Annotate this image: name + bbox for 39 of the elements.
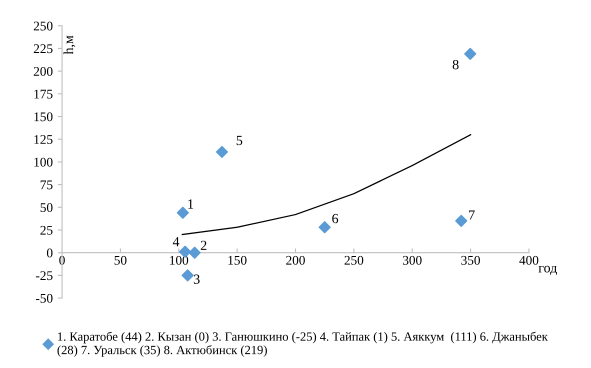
annotation: 6 [332, 214, 338, 224]
y-tick-label: 175 [34, 90, 53, 99]
y-tick-label: 100 [34, 158, 53, 167]
y-tick-label: 0 [46, 248, 53, 258]
annotation: 8 [452, 60, 459, 70]
y-tick-label: 50 [40, 203, 53, 212]
annotation: 1 [188, 199, 194, 209]
x-tick-label: 150 [228, 256, 247, 265]
point [318, 221, 331, 234]
annotation: 3 [194, 274, 200, 284]
x-tick-label: 350 [461, 256, 480, 265]
point [464, 48, 476, 60]
x-tick-label: 100 [170, 256, 188, 265]
x-tick-label: 250 [344, 256, 364, 265]
point [176, 206, 189, 219]
y-tick-label: 225 [34, 44, 53, 54]
y-tick-label: 150 [34, 112, 53, 122]
point [188, 246, 201, 259]
legend-label: 1. Каратобе (44) 2. Кызан (0) 3. Ганюшкино (-25) 4. Тайпак (1) 5. Аяккум (111) 6. Джаныбек (28) 7. Уральск (35) 8. Актюбинск (219) [57, 332, 548, 357]
y-tick-label: 25 [40, 226, 53, 235]
y-tick-label: 125 [34, 135, 53, 144]
x-tick-label: 50 [114, 256, 127, 265]
x-tick-label: 400 [519, 256, 538, 265]
x-axis-title: год [538, 266, 557, 276]
y-tick-label: 250 [34, 22, 53, 30]
y-tick-label: -25 [36, 271, 53, 280]
y-tick-label: 75 [40, 180, 53, 190]
point [182, 269, 194, 282]
y-tick-label: 200 [34, 66, 53, 76]
annotation: 5 [236, 136, 242, 146]
point [216, 146, 228, 158]
annotation: 2 [200, 240, 206, 250]
x-tick-label: 300 [402, 256, 422, 265]
x-tick-label: 200 [286, 256, 305, 265]
point [455, 214, 468, 227]
y-tick-label: -50 [36, 294, 53, 303]
annotation: 4 [172, 237, 180, 246]
annotation: 7 [469, 210, 475, 220]
y-axis-title: h,м [63, 36, 76, 54]
